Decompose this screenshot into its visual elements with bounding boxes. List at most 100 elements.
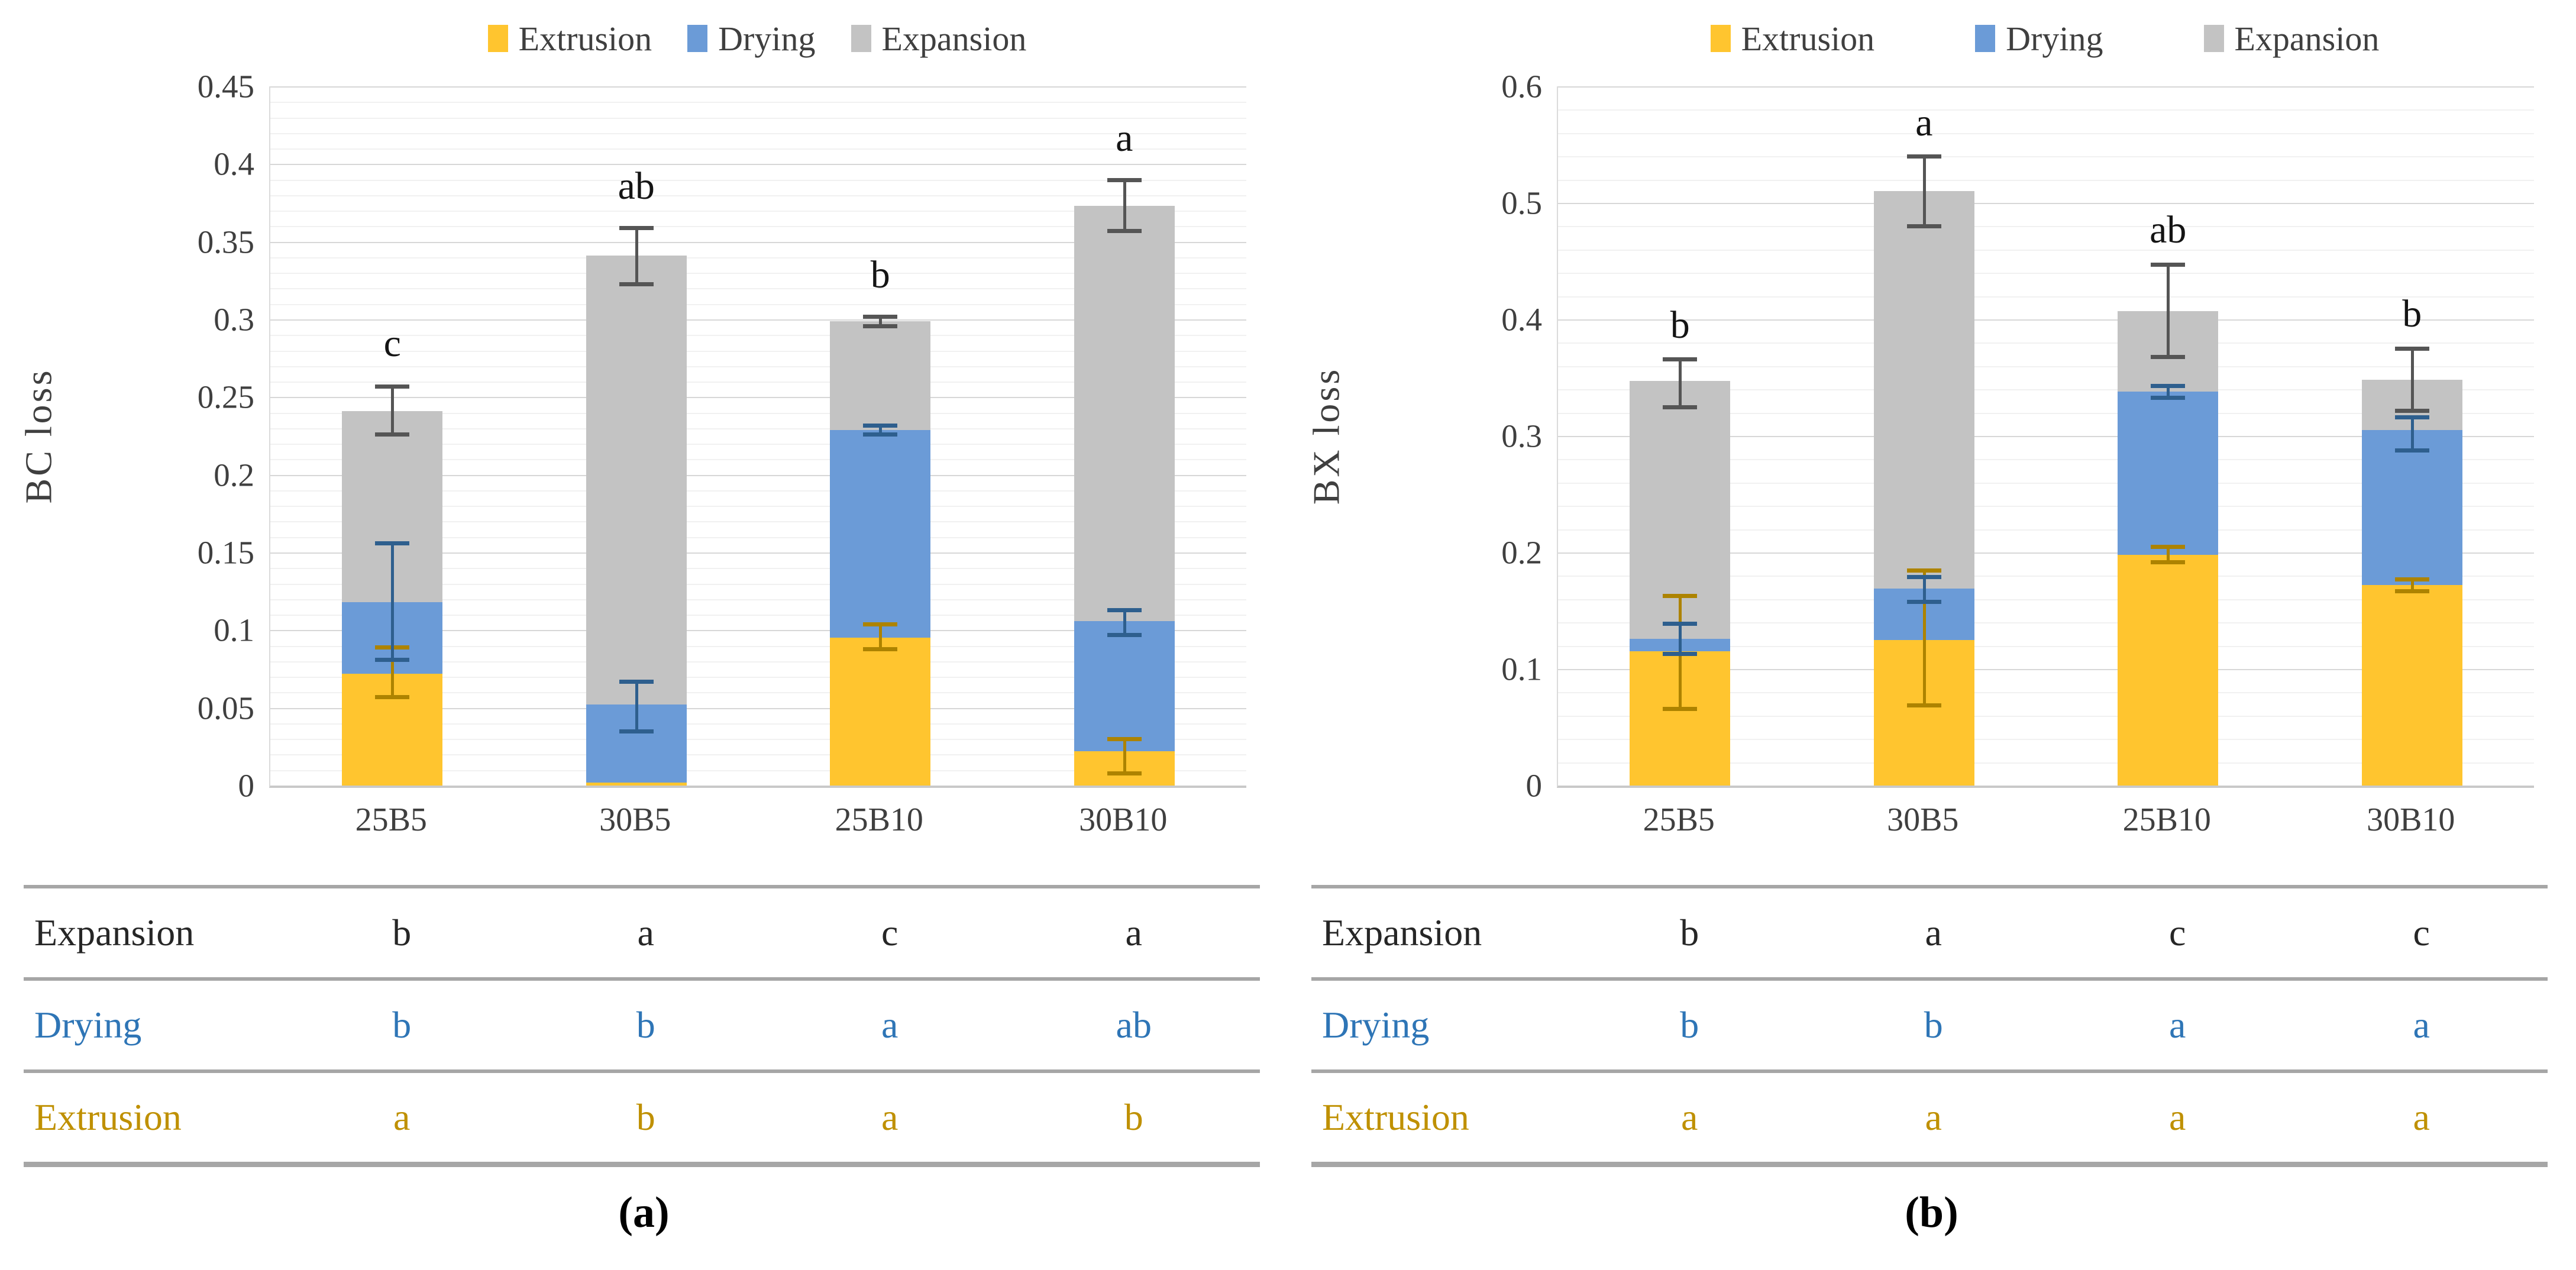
error-bar-cap-drying (375, 541, 410, 546)
caption-a: (a) (618, 1188, 670, 1237)
major-gridline (270, 319, 1246, 321)
sig-value: ab (1116, 1004, 1152, 1046)
minor-gridline (270, 754, 1246, 756)
minor-gridline (1558, 459, 2534, 461)
sig-row-values: b b a ab (280, 981, 1256, 1069)
error-bar-cap-expansion (1663, 357, 1698, 361)
error-bar-extrusion (2410, 579, 2414, 591)
x-category-label: 30B5 (599, 802, 671, 838)
drying-swatch-icon (1975, 25, 1996, 52)
bar-segment-extrusion (2361, 585, 2462, 786)
y-axis-ticks-b: 0 0.1 0.2 0.3 0.4 0.5 0.6 (1365, 70, 1542, 802)
y-tick-label: 0.2 (1501, 534, 1542, 571)
bar-segment-extrusion (586, 782, 687, 786)
error-bar-cap-drying (619, 680, 654, 684)
error-bar-drying (1679, 623, 1682, 654)
minor-gridline (270, 677, 1246, 678)
minor-gridline (1558, 739, 2534, 741)
minor-gridline (270, 211, 1246, 212)
bar-segment-extrusion (830, 638, 931, 786)
major-gridline (1558, 669, 2534, 670)
sig-value: b (1124, 1096, 1143, 1138)
error-bar-cap-expansion (2394, 408, 2429, 413)
minor-gridline (1558, 249, 2534, 251)
minor-gridline (270, 179, 1246, 181)
error-bar-expansion (1679, 358, 1682, 407)
error-bar-cap-extrusion (863, 647, 898, 651)
legend-item-drying: Drying (1975, 19, 2103, 59)
error-bar-cap-expansion (1107, 229, 1142, 234)
y-tick-label: 0.1 (214, 612, 254, 648)
legend-label: Drying (2006, 19, 2103, 58)
bar-segment-drying (830, 429, 931, 638)
sig-table-row-extrusion: Extrusion a b a b (24, 1069, 1260, 1162)
error-bar-cap-expansion (619, 282, 654, 286)
minor-gridline (270, 335, 1246, 337)
y-axis-title-a: BC loss (6, 86, 71, 786)
y-tick-label: 0.1 (1501, 651, 1542, 687)
legend-label: Extrusion (518, 19, 652, 58)
error-bar-cap-drying (1906, 599, 1941, 604)
minor-gridline (1558, 133, 2534, 134)
y-tick-label: 0.3 (1501, 418, 1542, 454)
minor-gridline (270, 273, 1246, 274)
error-bar-cap-drying (2151, 395, 2186, 400)
error-bar-cap-expansion (1906, 224, 1941, 229)
error-bar-cap-expansion (1107, 177, 1142, 182)
minor-gridline (270, 350, 1246, 352)
minor-gridline (270, 195, 1246, 196)
bar-segment-drying (1074, 621, 1175, 752)
x-category-label: 25B5 (1643, 802, 1715, 838)
minor-gridline (270, 537, 1246, 538)
y-tick-label: 0.4 (214, 146, 254, 182)
error-bar-cap-drying (619, 729, 654, 734)
minor-gridline (270, 506, 1246, 508)
error-bar-extrusion (1123, 739, 1126, 773)
error-bar-drying (2410, 417, 2414, 450)
sig-row-label: Extrusion (34, 1096, 182, 1138)
minor-gridline (1558, 645, 2534, 647)
extrusion-swatch-icon (1710, 25, 1731, 52)
error-bar-expansion (635, 228, 638, 284)
error-bar-cap-drying (863, 432, 898, 437)
x-axis-labels-a: 25B5 30B5 25B10 30B10 (269, 801, 1245, 848)
error-bar-cap-extrusion (2151, 545, 2186, 550)
bar-segment-extrusion (2118, 554, 2219, 786)
error-bar-expansion (391, 386, 395, 435)
minor-gridline (1558, 715, 2534, 717)
x-category-label: 25B10 (2122, 802, 2211, 838)
minor-gridline (1558, 762, 2534, 764)
y-axis-title-text-b: BX loss (1305, 367, 1347, 505)
minor-gridline (270, 226, 1246, 228)
error-bar-drying (1922, 577, 1926, 602)
error-bar-cap-drying (375, 658, 410, 663)
minor-gridline (270, 117, 1246, 119)
sig-letter: b (2402, 292, 2422, 335)
bar-segment-expansion (1873, 191, 1974, 589)
y-tick-label: 0 (238, 767, 255, 804)
sig-value: b (392, 912, 412, 954)
x-category-label: 30B5 (1887, 802, 1959, 838)
error-bar-extrusion (391, 647, 395, 697)
minor-gridline (270, 661, 1246, 663)
major-gridline (270, 474, 1246, 476)
minor-gridline (270, 133, 1246, 134)
y-tick-label: 0.4 (1501, 301, 1542, 338)
y-tick-label: 0.05 (197, 690, 254, 726)
error-bar-cap-extrusion (2151, 560, 2186, 564)
sig-table-a: Expansion b a c a Drying b b a ab Extrusion a b a b (24, 885, 1260, 1167)
minor-gridline (270, 288, 1246, 290)
major-gridline (270, 86, 1246, 88)
x-category-label: 25B5 (355, 802, 427, 838)
sig-value: a (637, 912, 654, 954)
error-bar-cap-expansion (619, 226, 654, 231)
bar-segment-expansion (830, 321, 931, 430)
major-gridline (270, 241, 1246, 243)
sig-value: a (2169, 1096, 2186, 1138)
legend-label: Extrusion (1741, 19, 1875, 58)
legend-label: Drying (718, 19, 816, 58)
minor-gridline (270, 102, 1246, 104)
legend-item-extrusion: Extrusion (487, 19, 652, 59)
sig-value: a (2169, 1004, 2186, 1046)
